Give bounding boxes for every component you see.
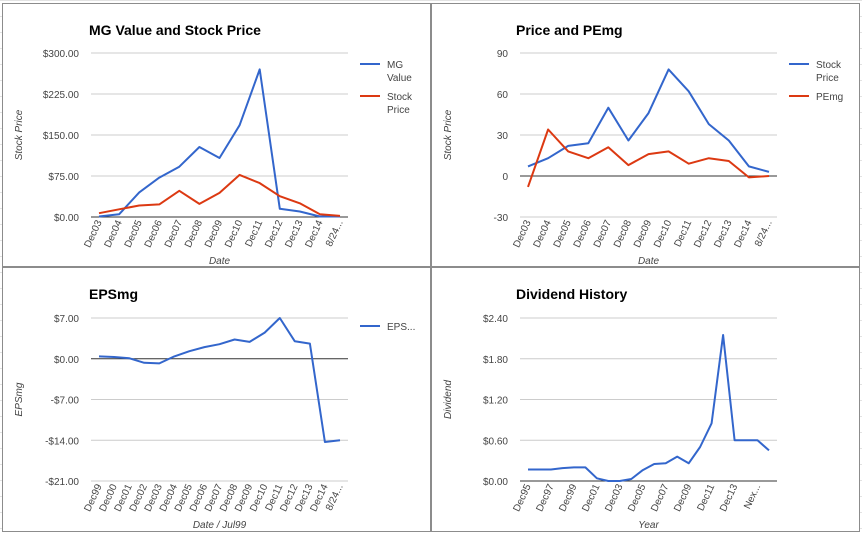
x-tick-label: Dec03 xyxy=(603,482,625,513)
y-tick-label: -30 xyxy=(494,213,509,224)
x-tick-label: Dec09 xyxy=(672,482,694,513)
chart-svg: MG Value and Stock Price $0.00 $75.00 $150.… xyxy=(14,22,413,267)
legend-label: Stock Price xyxy=(387,92,413,116)
y-axis-label: Dividend xyxy=(443,380,454,419)
chart-svg: Dividend History $0.00 $0.60 $1.20 $1.80 $2.4… xyxy=(443,286,777,531)
y-tick-label: $0.60 xyxy=(483,436,508,447)
y-tick-label: $225.00 xyxy=(43,90,80,101)
x-tick-label: Dec10 xyxy=(223,218,245,249)
y-tick-label: -$7.00 xyxy=(51,396,80,407)
series-line-1 xyxy=(527,128,770,188)
y-tick-label: -$14.00 xyxy=(45,436,79,447)
chart-svg: Price and PEmg-300306090Dec03Dec04Dec05D… xyxy=(443,22,843,267)
legend-label: MG Value xyxy=(387,60,412,84)
chart-title: MG Value and Stock Price xyxy=(89,22,261,38)
y-tick-label: 0 xyxy=(502,172,508,183)
chart-title: EPSmg xyxy=(89,286,138,302)
legend-label-line: EPS... xyxy=(387,322,415,333)
x-tick-label: 8/24... xyxy=(753,219,775,249)
y-axis-label: Stock Price xyxy=(14,109,25,160)
legend-label-line: Price xyxy=(816,73,839,84)
x-tick-label: Dec97 xyxy=(534,482,556,513)
y-tick-label: 90 xyxy=(497,49,509,60)
series-line-0 xyxy=(98,317,341,443)
chart-dividend-history[interactable]: Dividend History $0.00 $0.60 $1.20 $1.80 $2.4… xyxy=(431,267,860,532)
x-tick-label: Dec95 xyxy=(512,482,534,513)
legend-label: PEmg xyxy=(816,92,843,103)
series-line-1 xyxy=(98,173,341,217)
x-tick-label: 8/24... xyxy=(324,219,346,249)
y-tick-label: $1.20 xyxy=(483,396,508,407)
legend-label-line: Price xyxy=(387,105,410,116)
y-tick-label: 30 xyxy=(497,131,509,142)
y-tick-label: -$21.00 xyxy=(45,477,79,488)
legend-label-line: MG xyxy=(387,60,403,71)
legend-label: Stock Price xyxy=(816,60,842,84)
chart-svg: EPSmg-$21.00-$14.00-$7.00$0.00$7.00Dec99… xyxy=(14,286,415,531)
x-tick-label: Dec14 xyxy=(732,218,754,249)
chart-epsmg[interactable]: EPSmg -$21.00 -$14.00 -$7.00 $0.00 $7.00 Dec99… xyxy=(2,267,431,532)
y-tick-label: 60 xyxy=(497,90,509,101)
x-tick-label: Dec13 xyxy=(718,482,740,513)
x-tick-label: Dec11 xyxy=(695,482,717,513)
legend-label-line: Stock xyxy=(387,92,413,103)
y-tick-label: $1.80 xyxy=(483,355,508,366)
x-tick-label: Dec11 xyxy=(673,218,695,249)
x-tick-label: Dec11 xyxy=(244,218,266,249)
x-tick-label: Nex... xyxy=(742,483,763,511)
y-tick-label: $2.40 xyxy=(483,314,508,325)
y-tick-label: $7.00 xyxy=(54,314,79,325)
legend-label-line: PEmg xyxy=(816,92,843,103)
legend-label-line: Stock xyxy=(816,60,842,71)
legend-label: EPS... xyxy=(387,322,415,333)
y-tick-label: $0.00 xyxy=(54,213,79,224)
chart-mg-value-and-stock-price[interactable]: MG Value and Stock Price $0.00 $75.00 $150.… xyxy=(2,3,431,267)
y-tick-label: $300.00 xyxy=(43,49,80,60)
y-axis-label: EPSmg xyxy=(14,382,25,416)
x-tick-label: Dec10 xyxy=(652,218,674,249)
x-tick-label: Dec99 xyxy=(557,482,579,513)
y-tick-label: $75.00 xyxy=(48,172,79,183)
series-line-0 xyxy=(528,334,770,482)
chart-price-and-pemg[interactable]: Price and PEmg -30 0 30 60 90 Dec03 Dec04 Dec05 D… xyxy=(431,3,860,267)
x-tick-label: Dec07 xyxy=(649,482,671,513)
y-axis-label: Stock Price xyxy=(443,109,454,160)
x-axis-label: Date xyxy=(209,256,231,267)
x-axis-label: Date xyxy=(638,256,660,267)
y-tick-label: $0.00 xyxy=(483,477,508,488)
x-axis-label: Year xyxy=(638,520,659,531)
y-tick-label: $150.00 xyxy=(43,131,80,142)
x-tick-label: Dec05 xyxy=(626,482,648,513)
y-tick-label: $0.00 xyxy=(54,355,79,366)
series-line-0 xyxy=(98,68,340,218)
x-tick-label: Dec01 xyxy=(580,482,602,513)
series-line-0 xyxy=(527,68,770,173)
chart-title: Price and PEmg xyxy=(516,22,623,38)
chart-title: Dividend History xyxy=(516,286,627,302)
x-tick-label: Dec14 xyxy=(303,218,325,249)
x-axis-label: Date / Jul99 xyxy=(193,520,247,531)
legend-label-line: Value xyxy=(387,73,412,84)
